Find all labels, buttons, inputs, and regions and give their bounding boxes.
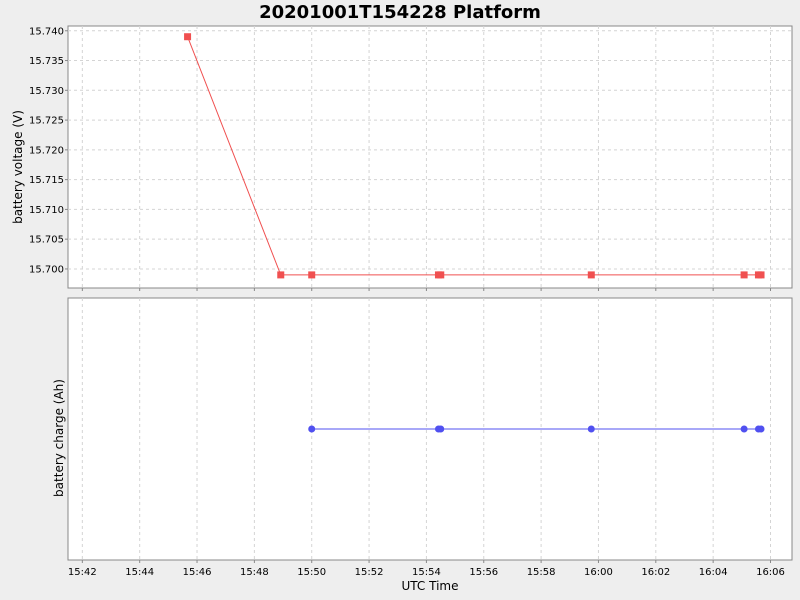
x-tick-label: 15:44 xyxy=(125,567,154,578)
charge-panel: battery charge (Ah) xyxy=(52,297,793,561)
voltage-data-point xyxy=(757,271,765,279)
voltage-plot-area xyxy=(67,25,793,289)
y-tick-label: 15.740 xyxy=(29,26,64,37)
y-tick-label: 15.720 xyxy=(29,145,64,156)
voltage-data-point xyxy=(308,271,316,279)
x-tick-label: 15:52 xyxy=(355,567,384,578)
voltage-data-point xyxy=(184,33,192,41)
x-tick-label: 15:54 xyxy=(412,567,441,578)
voltage-series xyxy=(184,33,765,279)
voltage-data-point xyxy=(277,271,285,279)
y-tick-label: 15.710 xyxy=(29,205,64,216)
x-tick-label: 16:00 xyxy=(584,567,613,578)
y-tick-label: 15.700 xyxy=(29,264,64,275)
x-axis-label: UTC Time xyxy=(402,579,459,593)
voltage-y-ticks: 15.700 15.705 15.710 15.715 15.720 15.725 15.7… xyxy=(29,26,68,275)
x-tick-label: 16:04 xyxy=(699,567,728,578)
y-tick-label: 15.705 xyxy=(29,235,64,246)
x-tick-label: 15:50 xyxy=(297,567,326,578)
charge-data-point xyxy=(437,425,445,433)
voltage-panel: 15.700 15.705 15.710 15.715 15.720 15.725 15.7… xyxy=(11,25,793,289)
x-tick-label: 15:56 xyxy=(469,567,498,578)
y-tick-label: 15.715 xyxy=(29,175,64,186)
voltage-y-axis-label: battery voltage (V) xyxy=(11,110,25,224)
charge-data-point xyxy=(308,425,316,433)
x-tick-label: 15:42 xyxy=(68,567,97,578)
voltage-grid xyxy=(68,26,792,288)
x-tick-label: 16:06 xyxy=(756,567,785,578)
chart-title: 20201001T154228 Platform xyxy=(259,2,541,23)
x-axis-ticks: 15:42 15:44 15:46 15:48 15:50 15:52 15:54 15:56… xyxy=(68,288,785,578)
voltage-data-point xyxy=(437,271,445,279)
x-tick-label: 15:58 xyxy=(527,567,556,578)
charge-y-axis-label: battery charge (Ah) xyxy=(52,379,66,497)
voltage-data-point xyxy=(587,271,595,279)
x-tick-label: 16:02 xyxy=(641,567,670,578)
charge-data-point xyxy=(740,425,748,433)
y-tick-label: 15.725 xyxy=(29,116,64,127)
charge-data-point xyxy=(587,425,595,433)
x-tick-label: 15:46 xyxy=(183,567,212,578)
y-tick-label: 15.730 xyxy=(29,86,64,97)
x-tick-label: 15:48 xyxy=(240,567,269,578)
y-tick-label: 15.735 xyxy=(29,56,64,67)
charge-series xyxy=(308,425,765,433)
charge-data-point xyxy=(757,425,765,433)
charge-grid xyxy=(81,298,771,560)
voltage-data-point xyxy=(740,271,748,279)
